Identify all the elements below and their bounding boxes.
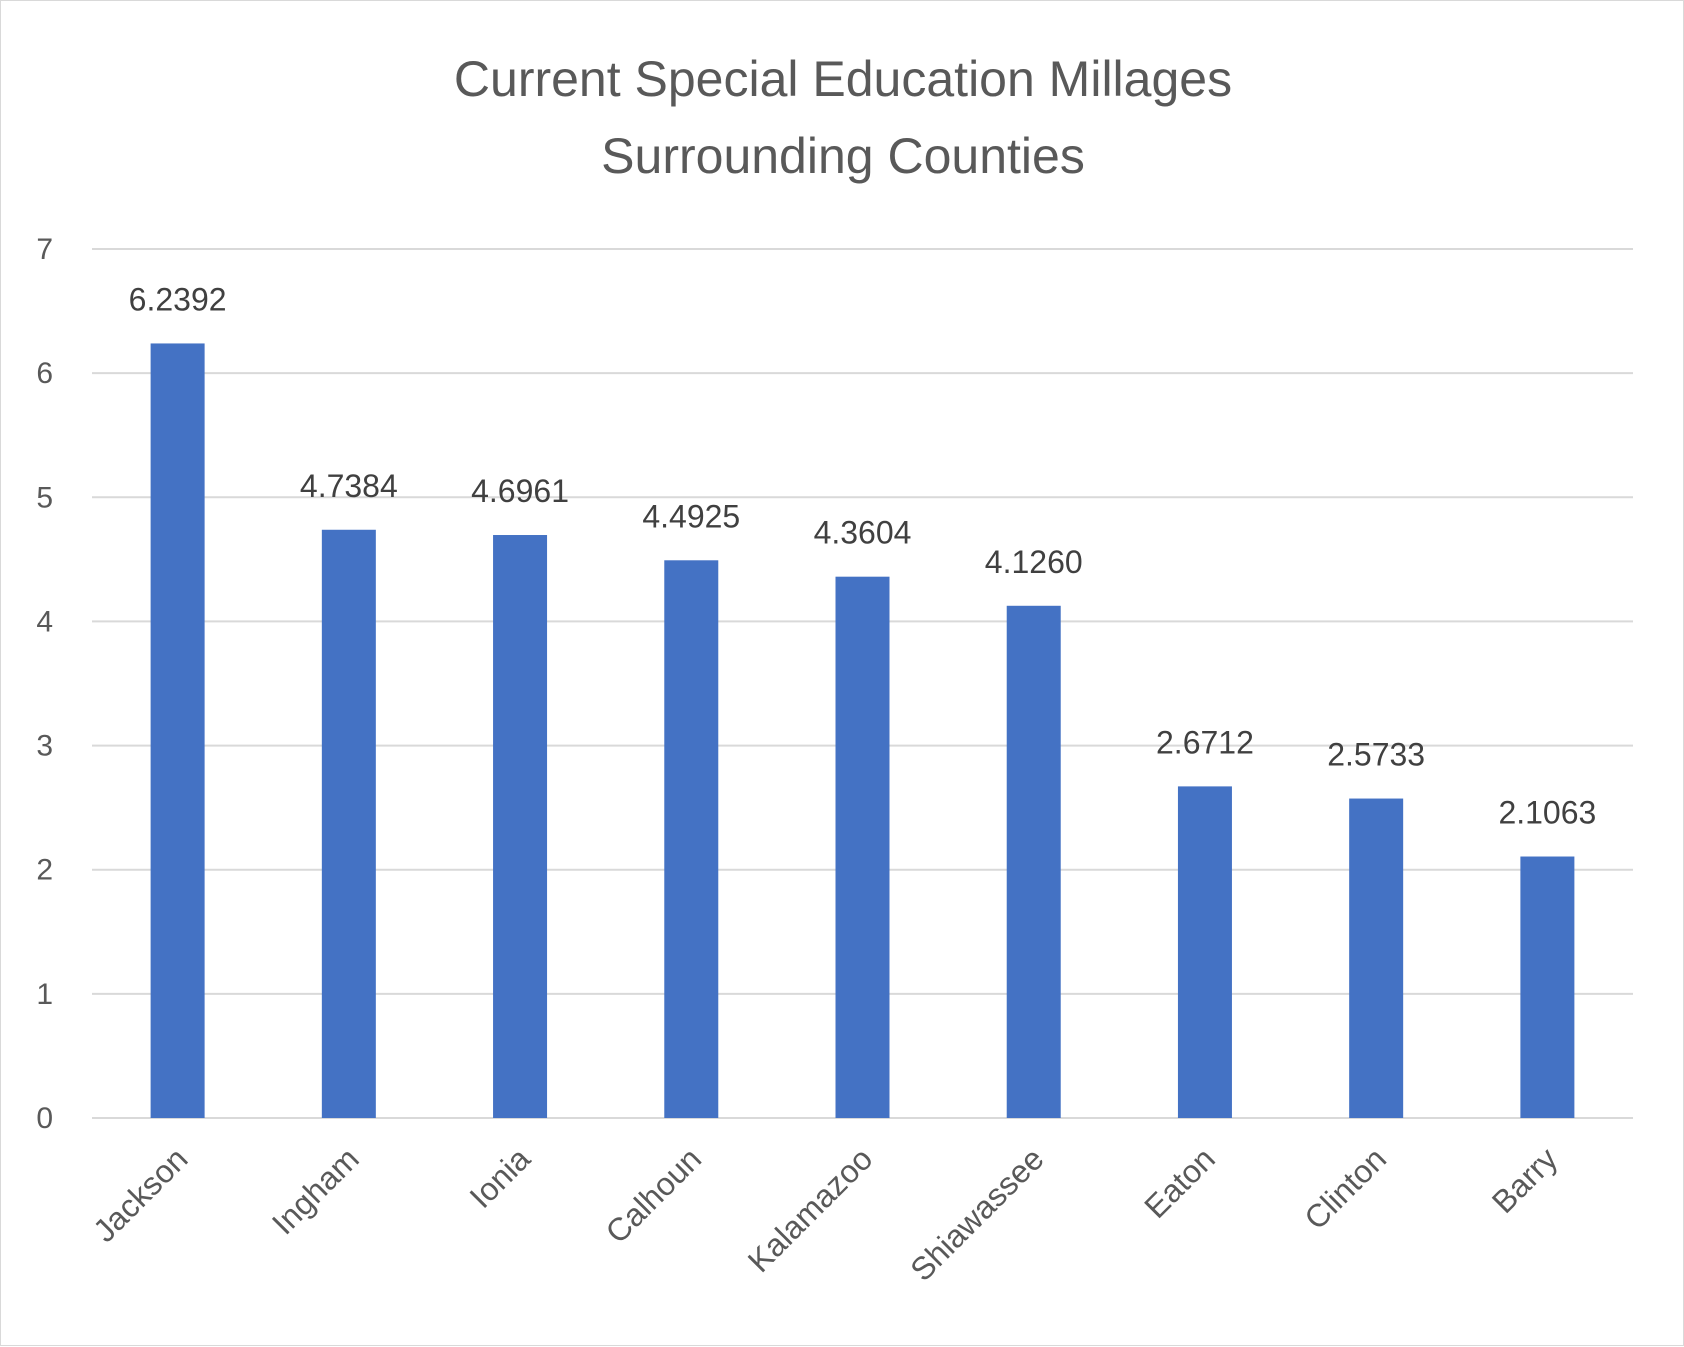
y-tick-label: 2 (36, 854, 53, 887)
data-label: 6.2392 (129, 281, 227, 317)
y-tick-label: 7 (36, 233, 53, 266)
y-tick-label: 5 (36, 481, 53, 514)
data-label: 2.1063 (1498, 795, 1596, 831)
x-category-label: Calhoun (598, 1140, 708, 1250)
bar-clinton (1349, 798, 1404, 1118)
bar-kalamazoo (835, 576, 890, 1118)
bar-ingham (321, 529, 376, 1118)
x-category-label: Kalamazoo (741, 1140, 880, 1279)
bar-ionia (493, 535, 548, 1118)
data-label: 4.6961 (471, 473, 569, 509)
y-tick-label: 1 (36, 978, 53, 1011)
data-label: 4.7384 (300, 468, 398, 504)
bar-eaton (1177, 786, 1232, 1118)
y-tick-label: 0 (36, 1102, 53, 1135)
y-tick-label: 3 (36, 730, 53, 763)
bar-barry (1520, 856, 1575, 1118)
chart-title-line-1: Current Special Education Millages (454, 51, 1232, 107)
data-label: 4.1260 (985, 544, 1083, 580)
x-category-label: Ingham (265, 1140, 366, 1241)
x-category-label: Ionia (462, 1140, 537, 1215)
x-category-label: Jackson (86, 1140, 194, 1248)
x-category-label: Eaton (1137, 1140, 1222, 1225)
data-label: 2.5733 (1327, 737, 1425, 773)
bar-jackson (150, 343, 205, 1118)
y-tick-label: 4 (36, 605, 53, 638)
data-label: 4.3604 (814, 515, 912, 551)
x-category-label: Shiawassee (903, 1140, 1050, 1287)
chart-title-line-2: Surrounding Counties (601, 128, 1085, 184)
bars (150, 343, 1575, 1118)
bar-shiawassee (1006, 605, 1061, 1118)
y-tick-label: 6 (36, 357, 53, 390)
x-category-label: Barry (1485, 1140, 1565, 1220)
x-axis-categories: Jackson Ingham Ionia Calhoun Kalamazoo Shiawa… (86, 1140, 1564, 1288)
y-axis-ticks: 0 1 2 3 4 5 6 7 (36, 233, 53, 1135)
bar-calhoun (664, 560, 719, 1118)
data-label: 2.6712 (1156, 724, 1254, 760)
x-category-label: Clinton (1297, 1140, 1393, 1236)
data-labels: 6.2392 4.7384 4.6961 4.4925 4.3604 4.1260 2.67… (129, 281, 1597, 830)
data-label: 4.4925 (642, 498, 740, 534)
